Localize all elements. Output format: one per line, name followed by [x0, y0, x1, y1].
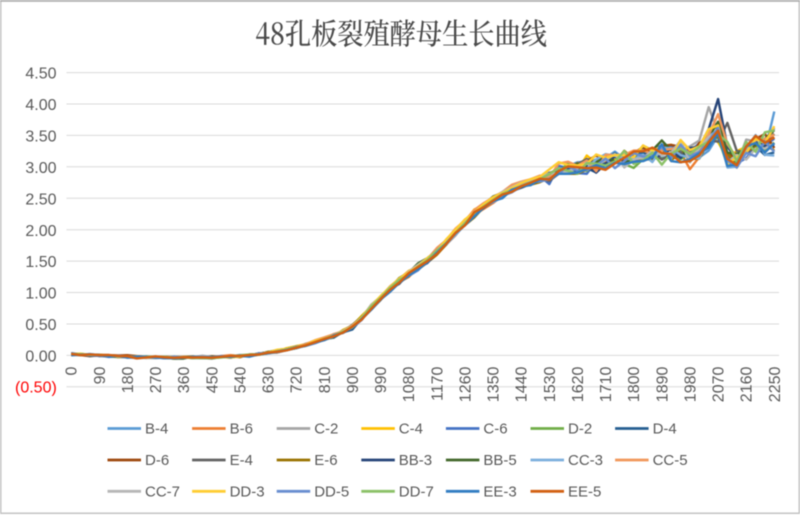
svg-text:1080: 1080 [401, 366, 418, 402]
svg-text:C-4: C-4 [399, 421, 423, 438]
svg-text:1260: 1260 [457, 366, 474, 402]
svg-text:1980: 1980 [682, 366, 699, 402]
svg-text:0.50: 0.50 [25, 317, 56, 334]
svg-text:2070: 2070 [711, 366, 728, 402]
svg-text:3.50: 3.50 [25, 129, 56, 146]
svg-text:1800: 1800 [626, 366, 643, 402]
svg-text:1620: 1620 [570, 366, 587, 402]
svg-text:1.50: 1.50 [25, 254, 56, 271]
svg-text:D-2: D-2 [568, 421, 592, 438]
svg-text:D-6: D-6 [145, 452, 169, 469]
svg-text:1440: 1440 [514, 366, 531, 402]
svg-text:4.50: 4.50 [25, 66, 56, 83]
svg-text:1530: 1530 [542, 366, 559, 402]
svg-text:EE-5: EE-5 [568, 484, 601, 501]
svg-text:1890: 1890 [654, 366, 671, 402]
svg-text:E-4: E-4 [230, 452, 253, 469]
svg-text:360: 360 [176, 367, 193, 394]
svg-text:720: 720 [289, 367, 306, 394]
svg-text:C-6: C-6 [483, 421, 507, 438]
svg-text:450: 450 [204, 367, 221, 394]
svg-text:0.00: 0.00 [25, 349, 56, 366]
svg-text:DD-5: DD-5 [314, 484, 349, 501]
svg-text:CC-3: CC-3 [568, 452, 603, 469]
svg-text:B-4: B-4 [145, 421, 168, 438]
svg-text:810: 810 [317, 367, 334, 394]
svg-text:3.00: 3.00 [25, 160, 56, 177]
svg-text:C-2: C-2 [314, 421, 338, 438]
svg-text:(0.50): (0.50) [15, 380, 57, 397]
svg-text:1710: 1710 [598, 366, 615, 402]
svg-text:BB-3: BB-3 [399, 452, 432, 469]
svg-text:2250: 2250 [767, 366, 784, 402]
svg-text:D-4: D-4 [653, 421, 677, 438]
svg-text:CC-7: CC-7 [145, 484, 180, 501]
svg-text:900: 900 [345, 367, 362, 394]
svg-text:990: 990 [373, 367, 390, 394]
svg-text:540: 540 [232, 367, 249, 394]
svg-text:0: 0 [64, 367, 81, 376]
svg-text:B-6: B-6 [230, 421, 253, 438]
svg-text:1170: 1170 [429, 366, 446, 401]
svg-text:BB-5: BB-5 [483, 452, 516, 469]
svg-text:180: 180 [120, 367, 137, 394]
svg-text:90: 90 [92, 366, 109, 384]
svg-text:EE-3: EE-3 [483, 484, 516, 501]
svg-text:4.00: 4.00 [25, 97, 56, 114]
svg-text:630: 630 [261, 367, 278, 394]
svg-text:2.50: 2.50 [25, 191, 56, 208]
svg-text:1350: 1350 [486, 366, 503, 402]
svg-text:1.00: 1.00 [25, 286, 56, 303]
svg-text:2.00: 2.00 [25, 223, 56, 240]
svg-text:270: 270 [148, 367, 165, 394]
svg-text:DD-7: DD-7 [399, 484, 434, 501]
svg-text:2160: 2160 [739, 366, 756, 402]
svg-text:E-6: E-6 [314, 452, 337, 469]
svg-text:DD-3: DD-3 [230, 484, 265, 501]
svg-text:CC-5: CC-5 [653, 452, 688, 469]
